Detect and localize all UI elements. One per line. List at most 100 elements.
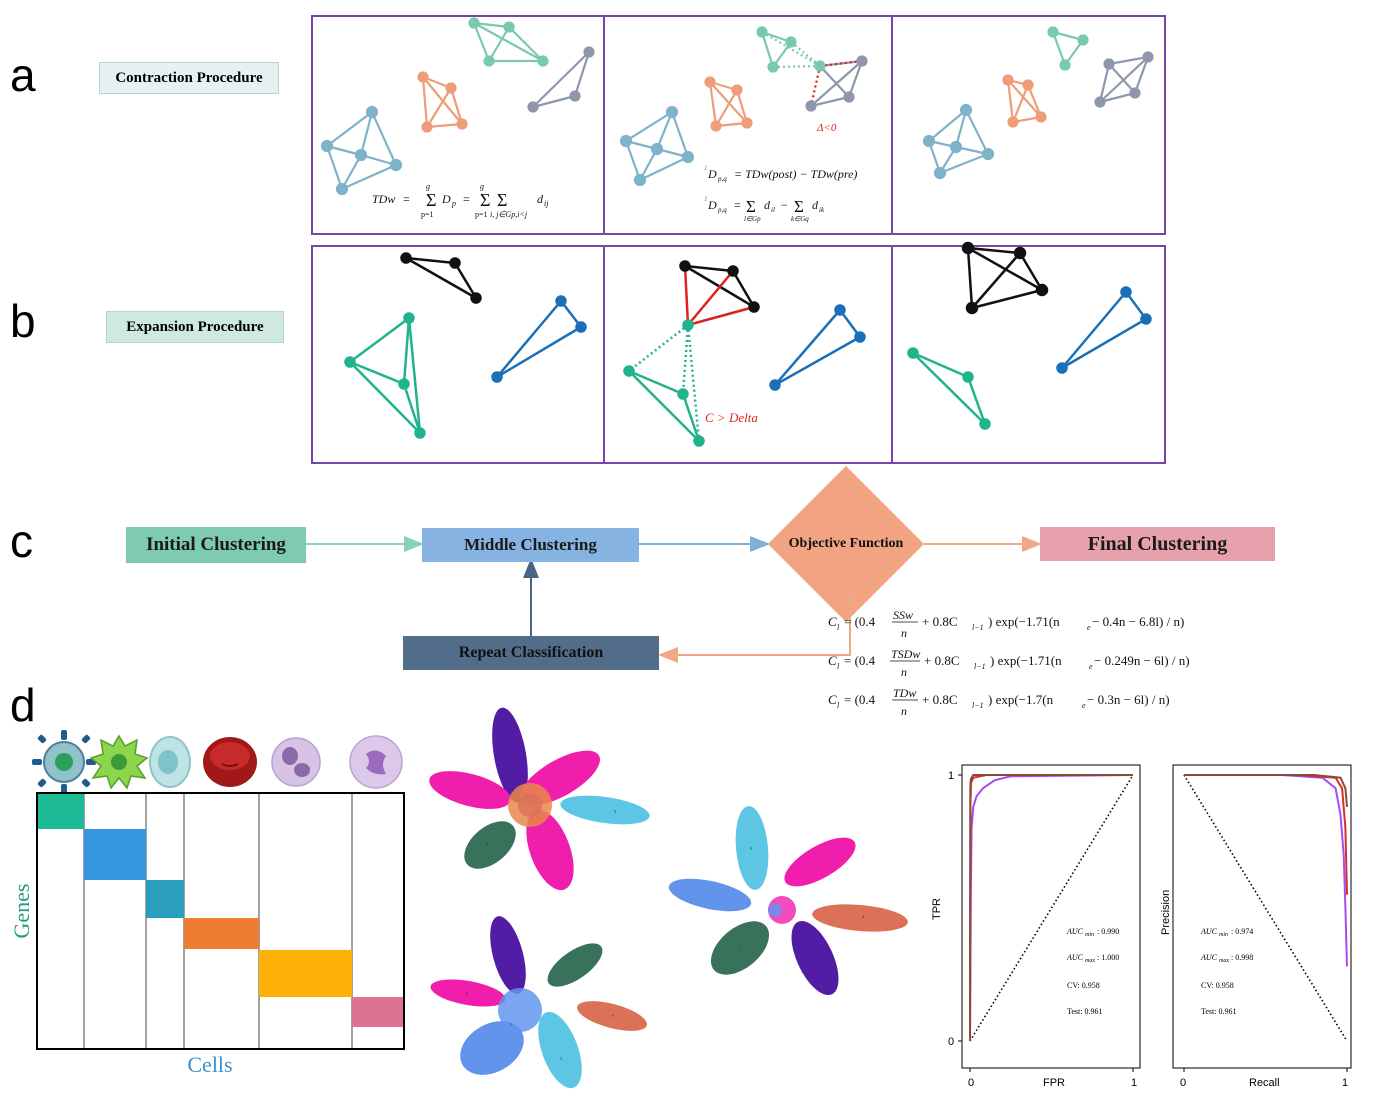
svg-text:Test: 0.961: Test: 0.961 [1067,1007,1102,1016]
cluster-black-b2 [679,260,760,327]
svg-text:+ 0.8C: + 0.8C [924,653,960,668]
svg-text:g: g [426,182,430,191]
contraction-frame [311,15,1166,235]
pr-series-model-purple [1184,774,1348,967]
svg-text:1: 1 [738,944,740,949]
svg-text:Σ: Σ [794,197,804,216]
umap-plot-1: 32 [429,707,650,891]
svg-text:= (0.4: = (0.4 [844,614,876,629]
svg-text:0: 0 [750,846,752,851]
svg-text:e: e [1089,662,1093,671]
svg-text:p=1: p=1 [475,210,488,219]
svg-text:n: n [901,704,907,718]
svg-text:=: = [403,192,410,206]
svg-text:=: = [734,198,741,212]
svg-text:3: 3 [614,809,616,814]
panel-letter-d: d [10,679,36,731]
c-delta-note: C > Delta [705,410,758,425]
cluster-teal-a1 [468,17,549,67]
cells-axis-label: Cells [187,1052,233,1077]
svg-text:− 0.3n − 6l) / n): − 0.3n − 6l) / n) [1087,692,1170,707]
svg-text:+ 0.8C: + 0.8C [922,614,958,629]
umap-plot-3: 4 0 1 [668,806,908,996]
cell-icons-row [32,730,403,794]
pr-series-model-brown [1184,774,1348,807]
svg-text:Σ: Σ [480,190,490,210]
pr-series-diagonal [1183,774,1348,1042]
svg-text:C: C [828,653,837,668]
svg-text:AUC: AUC [1066,927,1084,936]
svg-text:) exp(−1.7(n: ) exp(−1.7(n [988,692,1054,707]
pr-xlabel: Recall [1249,1077,1280,1089]
roc-series [958,774,1134,1072]
heatmap-block-2 [84,829,146,880]
svg-text:= (0.4: = (0.4 [844,653,876,668]
cluster-orange-a1 [417,71,468,133]
cluster-orange-a2 [704,76,753,132]
initial-clustering-box: Initial Clustering [126,527,306,563]
svg-text:min: min [1219,932,1228,938]
umap-plot-2: 6 7 3 5 [430,916,647,1089]
pr-series [1183,774,1348,1072]
cluster-green-b1 [344,312,426,439]
red-blood-cell-icon [203,737,257,787]
objective-formulas: C l = (0.4 SSw n + 0.8C l−1 ) exp(−1.71(… [828,608,1190,718]
roc-chart: 0 1 0 1 FPR TPR AUC min : 0.990 AUC max … [931,764,1141,1089]
cluster-orange-a3 [1002,74,1047,128]
svg-text:=: = [463,192,470,206]
objective-function-label: Objective Function [788,536,904,551]
svg-text:: 0.974: : 0.974 [1231,927,1253,936]
cluster-black-b1 [400,252,482,304]
roc-series-diagonal [969,774,1134,1042]
svg-text:D: D [441,192,451,206]
svg-text:) exp(−1.71(n: ) exp(−1.71(n [990,653,1062,668]
svg-text:ik: ik [819,206,825,214]
cluster-blue-a2 [619,105,695,187]
svg-text:ij: ij [544,199,549,208]
svg-text:4: 4 [862,914,864,919]
svg-text:l∈Gp: l∈Gp [744,215,761,223]
svg-text:p: p [451,199,456,208]
svg-text:7: 7 [612,1014,614,1019]
svg-text:1: 1 [704,195,708,203]
svg-text:− 0.249n − 6l) / n): − 0.249n − 6l) / n) [1094,653,1190,668]
panel-letter-a: a [10,49,36,101]
genes-axis-label: Genes [9,883,34,939]
cluster-gray-a1 [527,46,595,113]
svg-text:Σ: Σ [426,190,436,210]
svg-text:l−1: l−1 [972,623,984,632]
svg-text:− 0.4n − 6.8l) / n): − 0.4n − 6.8l) / n) [1092,614,1184,629]
pr-xtick-1: 1 [1342,1077,1348,1089]
svg-text:l−1: l−1 [974,662,986,671]
pr-chart: 0 1 Recall Precision AUC min : 0.974 AUC… [1160,764,1352,1089]
svg-text:e: e [1082,701,1086,710]
contraction-procedure-label: Contraction Procedure [99,62,279,94]
svg-text:l: l [837,623,840,632]
monocyte-icon [349,735,403,789]
cluster-blue-b2 [769,304,866,391]
heatmap-block-3 [146,880,184,918]
roc-ytick-1: 1 [948,770,954,782]
svg-text:) exp(−1.71(n: ) exp(−1.71(n [988,614,1060,629]
svg-text:d: d [764,198,771,212]
svg-text:CV: 0.958: CV: 0.958 [1067,981,1100,990]
heatmap-block-4 [184,918,259,949]
roc-ylabel: TPR [931,898,943,920]
svg-text:: 0.998: : 0.998 [1231,953,1253,962]
svg-text:AUC: AUC [1200,927,1218,936]
cluster-blue-b3 [1056,286,1152,374]
cluster-black-b3 [961,241,1049,315]
pr-annotations: AUC min : 0.974 AUC max : 0.998 CV: 0.95… [1200,927,1253,1016]
svg-text:Test: 0.961: Test: 0.961 [1201,1007,1236,1016]
svg-text:p,q: p,q [717,175,727,183]
svg-text:il: il [771,206,775,214]
svg-text:+ 0.8C: + 0.8C [922,692,958,707]
svg-text:TSDw: TSDw [891,647,920,661]
roc-ytick-0: 0 [948,1036,954,1048]
svg-text:g: g [480,182,484,191]
cluster-teal-a2 [756,26,821,73]
svg-text:C: C [828,692,837,707]
expansion-frame [311,245,1166,464]
svg-text:k∈Gq: k∈Gq [791,215,809,223]
